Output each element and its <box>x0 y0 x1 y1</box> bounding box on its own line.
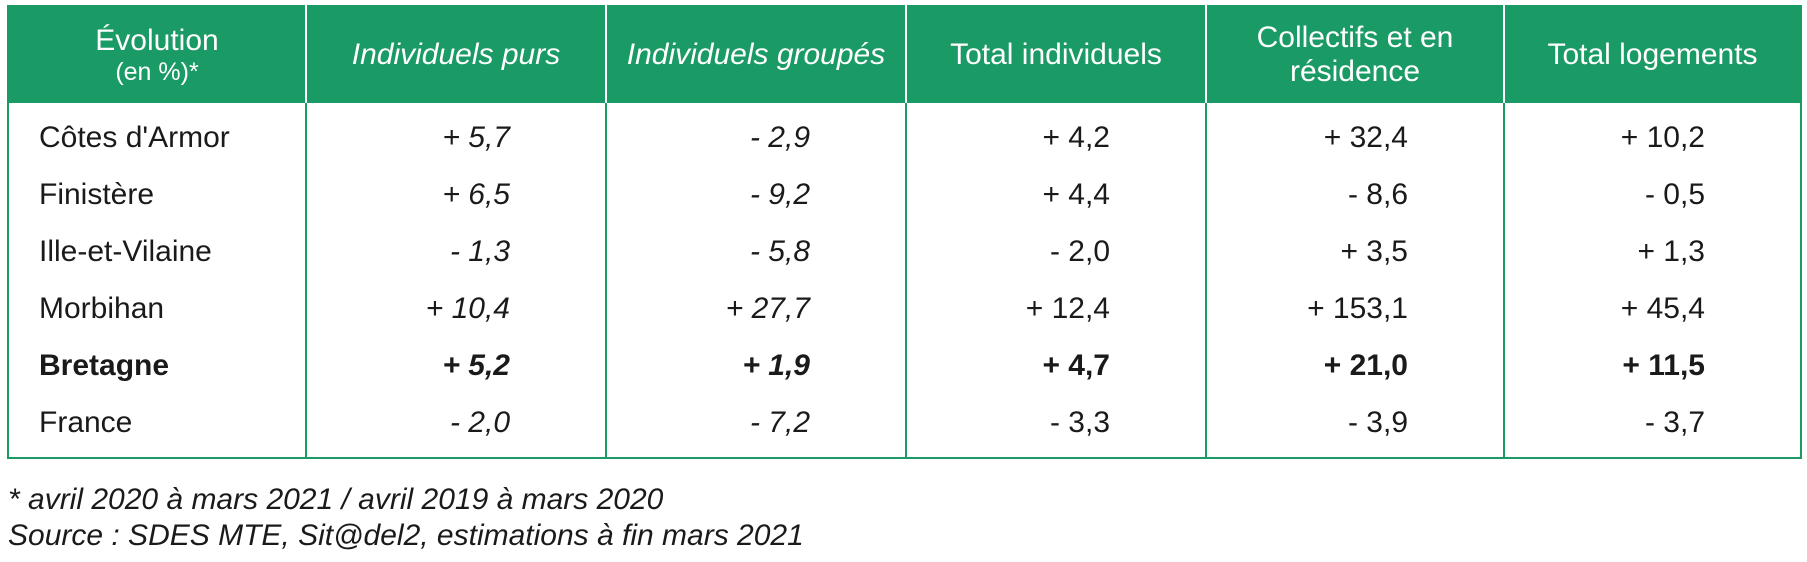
footnote: * avril 2020 à mars 2021 / avril 2019 à … <box>8 483 664 516</box>
table-header: Évolution (en %)* Individuels purs Indiv… <box>8 6 1801 103</box>
table-row: Morbihan + 10,4 + 27,7 + 12,4 + 153,1 + … <box>8 280 1801 337</box>
cell-individuels-groupes: - 5,8 <box>605 223 906 280</box>
cell-individuels-groupes: - 9,2 <box>605 166 906 223</box>
table-row: Ille-et-Vilaine - 1,3 - 5,8 - 2,0 + 3,5 … <box>8 223 1801 280</box>
cell-total-individuels: + 4,4 <box>905 166 1206 223</box>
table-row: France - 2,0 - 7,2 - 3,3 - 3,9 - 3,7 <box>8 394 1801 458</box>
cell-total-individuels: - 2,0 <box>905 223 1206 280</box>
row-label: Ille-et-Vilaine <box>39 234 212 268</box>
row-label: Morbihan <box>39 291 165 325</box>
cell-individuels-groupes: - 2,9 <box>605 103 906 166</box>
cell-collectifs-residence: - 8,6 <box>1205 166 1504 223</box>
cell-total-logements: + 1,3 <box>1503 223 1801 280</box>
cell-collectifs-residence: + 153,1 <box>1205 280 1504 337</box>
cell-individuels-purs: - 1,3 <box>305 223 606 280</box>
cell-total-logements: + 45,4 <box>1503 280 1801 337</box>
source-note: Source : SDES MTE, Sit@del2, estimations… <box>8 519 804 552</box>
cell-individuels-purs: + 6,5 <box>305 166 606 223</box>
row-label: France <box>39 405 133 439</box>
cell-collectifs-residence: + 3,5 <box>1205 223 1504 280</box>
row-label: Côtes d'Armor <box>39 120 230 154</box>
cell-individuels-groupes: + 27,7 <box>605 280 906 337</box>
header-collectifs-residence: Collectifs et en résidence <box>1205 6 1504 103</box>
header-individuels-purs: Individuels purs <box>305 6 606 103</box>
table-body: Côtes d'Armor + 5,7 - 2,9 + 4,2 + 32,4 +… <box>8 103 1801 458</box>
cell-total-logements: + 11,5 <box>1503 337 1801 394</box>
cell-collectifs-residence: - 3,9 <box>1205 394 1504 458</box>
row-label: Bretagne <box>39 348 170 382</box>
cell-individuels-purs: + 10,4 <box>305 280 606 337</box>
cell-individuels-purs: + 5,2 <box>305 337 606 394</box>
cell-individuels-groupes: - 7,2 <box>605 394 906 458</box>
cell-individuels-groupes: + 1,9 <box>605 337 906 394</box>
header-evolution-title: Évolution <box>95 24 219 57</box>
cell-collectifs-residence: + 21,0 <box>1205 337 1504 394</box>
header-individuels-groupes: Individuels groupés <box>605 6 906 103</box>
cell-total-individuels: - 3,3 <box>905 394 1206 458</box>
header-row: Évolution (en %)* Individuels purs Indiv… <box>8 6 1801 103</box>
header-total-individuels: Total individuels <box>905 6 1206 103</box>
header-evolution-unit: (en %)* <box>115 58 199 86</box>
header-evolution: Évolution (en %)* <box>8 6 306 103</box>
cell-individuels-purs: - 2,0 <box>305 394 606 458</box>
table-row: Côtes d'Armor + 5,7 - 2,9 + 4,2 + 32,4 +… <box>8 103 1801 166</box>
cell-total-logements: - 3,7 <box>1503 394 1801 458</box>
table-row: Finistère + 6,5 - 9,2 + 4,4 - 8,6 - 0,5 <box>8 166 1801 223</box>
table-row-total-region: Bretagne + 5,2 + 1,9 + 4,7 + 21,0 + 11,5 <box>8 337 1801 394</box>
cell-collectifs-residence: + 32,4 <box>1205 103 1504 166</box>
header-total-logements: Total logements <box>1503 6 1801 103</box>
cell-total-logements: - 0,5 <box>1503 166 1801 223</box>
cell-total-individuels: + 4,2 <box>905 103 1206 166</box>
cell-total-individuels: + 4,7 <box>905 337 1206 394</box>
housing-evolution-table-container: Évolution (en %)* Individuels purs Indiv… <box>7 5 1802 459</box>
cell-individuels-purs: + 5,7 <box>305 103 606 166</box>
cell-total-individuels: + 12,4 <box>905 280 1206 337</box>
cell-total-logements: + 10,2 <box>1503 103 1801 166</box>
housing-evolution-table: Évolution (en %)* Individuels purs Indiv… <box>7 5 1802 459</box>
row-label: Finistère <box>39 177 155 211</box>
table-notes: * avril 2020 à mars 2021 / avril 2019 à … <box>8 482 804 554</box>
